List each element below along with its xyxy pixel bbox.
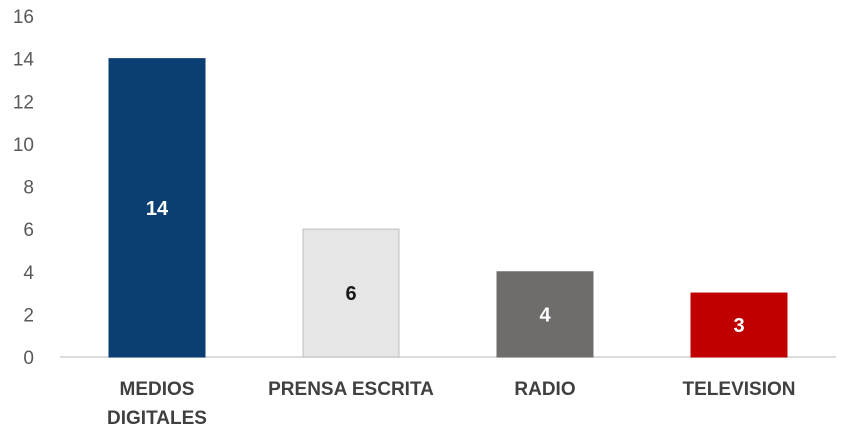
bar-series: 14 6 4 3 xyxy=(108,58,788,358)
x-axis: MEDIOS DIGITALES PRENSA ESCRITA RADIO TELEVI… xyxy=(107,379,795,429)
bar xyxy=(108,58,206,358)
x-tick-label: MEDIOS xyxy=(120,379,195,400)
y-tick-label: 8 xyxy=(23,178,34,199)
y-tick-label: 16 xyxy=(13,7,34,28)
bar xyxy=(690,292,788,358)
bar xyxy=(496,271,594,358)
y-tick-label: 4 xyxy=(23,263,34,284)
x-tick-label: RADIO xyxy=(514,379,575,400)
y-tick-label: 6 xyxy=(23,220,34,241)
data-label: 14 xyxy=(146,198,169,220)
x-tick-label: TELEVISION xyxy=(683,379,796,400)
data-label: 6 xyxy=(345,283,356,305)
bar xyxy=(302,228,400,358)
y-axis: 0 2 4 6 8 10 12 14 16 xyxy=(13,7,35,369)
y-tick-label: 14 xyxy=(13,50,35,71)
y-tick-label: 2 xyxy=(23,305,34,326)
y-tick-label: 10 xyxy=(13,135,34,156)
y-tick-label: 12 xyxy=(13,92,34,113)
x-tick-label: DIGITALES xyxy=(107,408,207,429)
x-tick-label: PRENSA ESCRITA xyxy=(268,379,434,400)
data-label: 4 xyxy=(539,304,551,326)
y-tick-label: 0 xyxy=(23,348,34,369)
data-label: 3 xyxy=(733,315,744,337)
